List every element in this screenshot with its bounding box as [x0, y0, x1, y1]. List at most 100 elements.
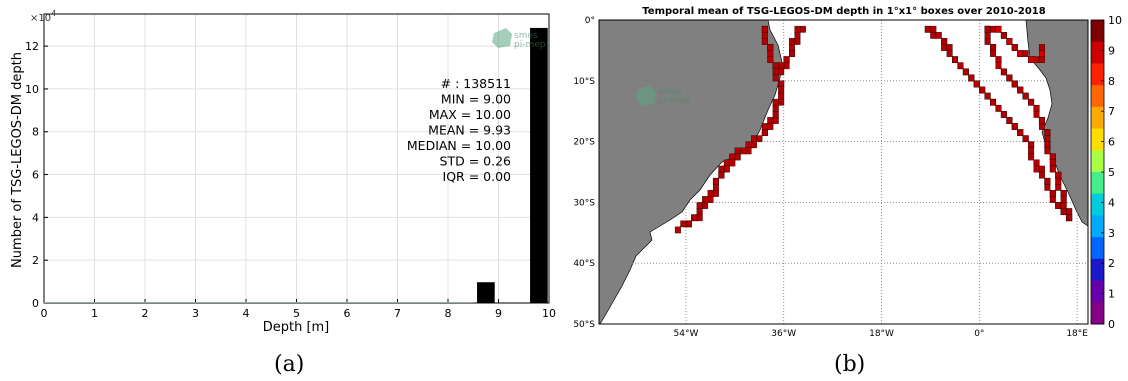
track-box — [1038, 50, 1045, 57]
track-box — [734, 153, 741, 161]
track-box — [680, 220, 687, 228]
track-box — [1011, 80, 1018, 88]
colorbar-segment — [1091, 106, 1104, 130]
histogram-y-label: Number of TSG-LEGOS-DM depth — [10, 52, 25, 268]
track-box — [767, 44, 774, 51]
colorbar — [1090, 19, 1105, 325]
track-box — [1066, 214, 1073, 222]
colorbar-segment — [1091, 41, 1104, 64]
track-box — [946, 50, 953, 57]
track-box — [1044, 129, 1051, 136]
caption-b: (b) — [834, 352, 866, 377]
track-box — [984, 92, 991, 100]
track-box — [1066, 208, 1073, 216]
longitude-tick-label: 18°E — [1066, 329, 1088, 339]
track-box — [718, 165, 725, 173]
colorbar-tick-label: 0 — [1108, 318, 1115, 331]
track-box — [957, 62, 964, 70]
track-box — [941, 38, 948, 45]
track-box — [1022, 92, 1029, 100]
track-box — [1022, 50, 1029, 57]
track-box — [1038, 123, 1045, 130]
track-box — [1000, 111, 1007, 118]
track-box — [761, 32, 768, 39]
latitude-tick-label: 50°S — [573, 320, 595, 330]
track-box — [924, 25, 931, 33]
track-box — [990, 44, 997, 51]
track-box — [1011, 44, 1018, 51]
colorbar-segment — [1091, 128, 1104, 151]
track-box — [712, 184, 719, 191]
stat-line: IQR = 0.00 — [443, 169, 512, 184]
track-box — [1055, 171, 1062, 179]
stat-line: MEDIAN = 10.00 — [407, 138, 511, 153]
track-box — [761, 25, 768, 33]
x-tick-label: 9 — [495, 307, 502, 320]
track-box — [794, 38, 801, 45]
track-box — [1049, 196, 1056, 203]
track-box — [990, 25, 997, 33]
track-box — [734, 147, 741, 155]
track-box — [778, 98, 785, 106]
track-box — [691, 214, 698, 222]
colorbar-segment — [1091, 85, 1104, 108]
latitude-tick-label: 20°S — [573, 138, 595, 148]
colorbar-segment — [1091, 258, 1104, 282]
track-box — [1028, 141, 1035, 149]
track-box — [696, 208, 703, 216]
track-box — [1000, 32, 1007, 39]
track-box — [707, 196, 714, 203]
longitude-tick-label: 54°W — [674, 329, 699, 339]
track-box — [761, 129, 768, 136]
svg-text:pi-mep: pi-mep — [514, 40, 546, 50]
stat-line: # : 138511 — [441, 76, 511, 91]
track-box — [1038, 165, 1045, 173]
track-box — [995, 104, 1002, 112]
track-box — [702, 196, 709, 203]
africa-land — [1025, 20, 1088, 227]
y-tick-label: 0 — [32, 297, 39, 310]
track-box — [750, 141, 757, 149]
latitude-labels: 0° 10°S 20°S 30°S 40°S 50°S — [573, 16, 595, 330]
histogram-x-tick-labels: 0 1 2 3 4 5 6 7 8 9 10 — [41, 307, 557, 320]
track-box — [772, 104, 779, 112]
track-box — [767, 117, 774, 124]
x-tick-label: 5 — [293, 307, 300, 320]
track-box — [789, 44, 796, 51]
track-box — [1006, 38, 1013, 45]
track-box — [778, 80, 785, 88]
track-box — [745, 147, 752, 155]
track-box — [1017, 86, 1024, 94]
track-box — [1049, 159, 1056, 167]
track-box — [1049, 190, 1056, 197]
latitude-tick-label: 40°S — [573, 259, 595, 269]
track-box — [729, 159, 736, 167]
x-tick-label: 7 — [394, 307, 401, 320]
track-box — [783, 56, 790, 64]
colorbar-tick-label: 6 — [1108, 136, 1115, 149]
y-tick-label: 12 — [25, 40, 39, 53]
track-box — [778, 68, 785, 76]
track-box — [1028, 56, 1035, 64]
track-box — [761, 123, 768, 130]
x-tick-label: 3 — [192, 307, 199, 320]
track-box — [973, 80, 980, 88]
track-box — [1022, 135, 1029, 143]
map-title: Temporal mean of TSG-LEGOS-DM depth in 1… — [642, 6, 1045, 17]
track-box — [1028, 98, 1035, 106]
track-box — [1060, 208, 1067, 216]
track-box — [1017, 50, 1024, 57]
track-box — [984, 38, 991, 45]
track-box — [952, 56, 959, 64]
track-box — [702, 202, 709, 209]
track-box — [756, 135, 763, 143]
track-box — [1055, 184, 1062, 191]
longitude-tick-label: 36°W — [771, 329, 796, 339]
colorbar-tick-label: 5 — [1108, 166, 1115, 179]
y-tick-label: 2 — [32, 254, 39, 267]
track-box — [1060, 202, 1067, 209]
track-box — [772, 74, 779, 82]
track-box — [1055, 177, 1062, 185]
